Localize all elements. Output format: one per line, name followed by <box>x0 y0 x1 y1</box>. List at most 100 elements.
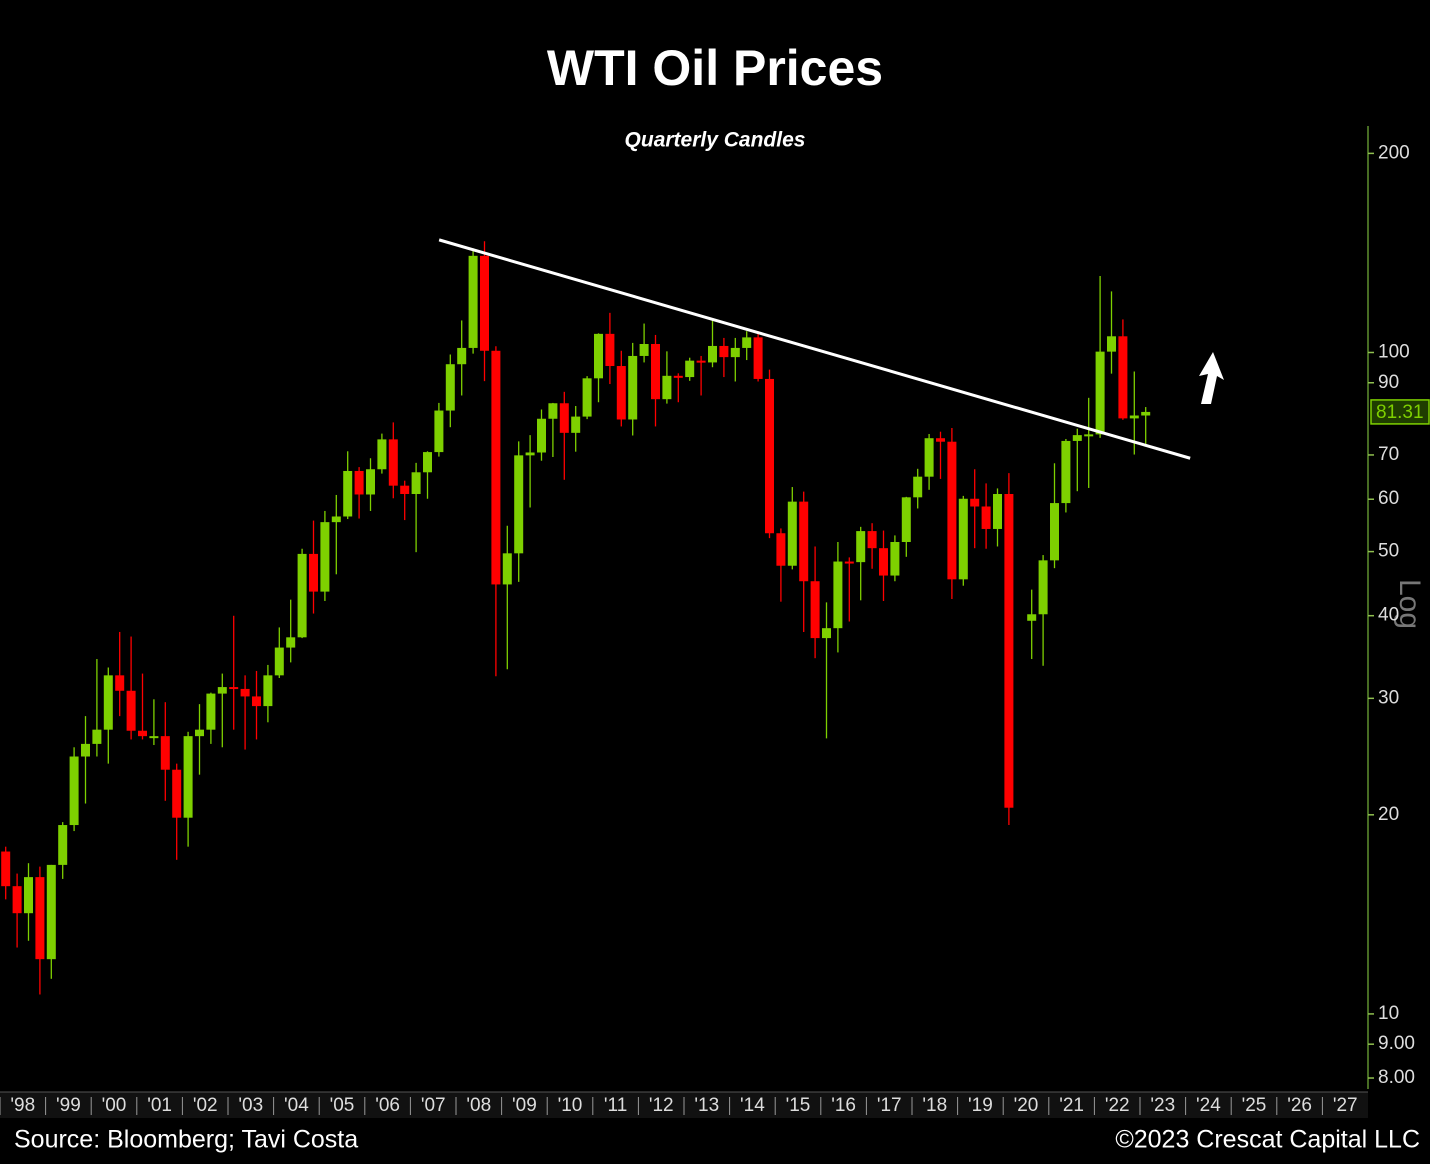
y-tick-label: 200 <box>1378 142 1410 163</box>
candle-body <box>434 410 444 453</box>
candle-body <box>46 864 56 960</box>
x-tick-label: '06 <box>375 1095 400 1116</box>
x-tick-label: '19 <box>968 1095 993 1116</box>
up-arrow <box>1199 352 1224 404</box>
candle-body <box>719 345 729 358</box>
candle-body <box>673 375 683 378</box>
candle-body <box>445 364 455 411</box>
candle-body <box>274 647 284 676</box>
candle-body <box>126 690 136 731</box>
candle-body <box>605 333 615 367</box>
candle-body <box>833 561 843 629</box>
y-tick-label: 10 <box>1378 1003 1399 1024</box>
candle-body <box>1004 494 1014 808</box>
candle-body <box>400 485 410 495</box>
candle-body <box>354 470 364 495</box>
x-tick-label: '01 <box>147 1095 172 1116</box>
candle-body <box>947 441 957 580</box>
candle-body <box>742 337 752 348</box>
candle-body <box>1118 336 1128 419</box>
candle-body <box>217 687 227 694</box>
y-tick-label: 50 <box>1378 541 1399 562</box>
candle-body <box>297 553 307 638</box>
x-tick-label: '15 <box>786 1095 811 1116</box>
y-tick-label: 20 <box>1378 804 1399 825</box>
candle-body <box>1 851 11 887</box>
candle-body <box>1027 614 1037 621</box>
x-tick-label: '08 <box>466 1095 491 1116</box>
copyright-note: ©2023 Crescat Capital LLC <box>1115 1126 1420 1154</box>
candle-body <box>502 553 512 585</box>
candle-body <box>1061 440 1071 504</box>
last-price-box <box>1370 399 1430 425</box>
candle-body <box>103 675 113 730</box>
candle-body <box>377 439 387 470</box>
trendline <box>438 238 1191 460</box>
candle-body <box>1050 503 1059 561</box>
candle-body <box>753 337 763 379</box>
candle-body <box>309 553 318 592</box>
candle-body <box>582 378 592 417</box>
candle-body <box>696 360 706 363</box>
candle-body <box>879 548 888 576</box>
x-tick-label: '10 <box>558 1095 583 1116</box>
candle-body <box>149 736 159 739</box>
x-tick-label: '26 <box>1287 1095 1312 1116</box>
y-tick-label: 9.00 <box>1378 1033 1415 1054</box>
candle-body <box>1072 435 1082 441</box>
x-tick-label: '27 <box>1333 1095 1358 1116</box>
y-tick-label: 90 <box>1378 372 1399 393</box>
scale-label: Log <box>1393 579 1426 629</box>
candle-body <box>491 350 501 585</box>
x-tick-label: '09 <box>512 1095 537 1116</box>
chart-subtitle: Quarterly Candles <box>625 129 806 152</box>
y-tick-label: 30 <box>1378 687 1399 708</box>
candle-body <box>822 628 831 639</box>
x-tick-label: '00 <box>102 1095 127 1116</box>
candle-body <box>206 693 216 730</box>
y-tick-label: 60 <box>1378 488 1399 509</box>
candle-body <box>844 561 854 564</box>
x-tick-label: '16 <box>831 1095 856 1116</box>
candle-body <box>1095 351 1105 435</box>
x-tick-label: '04 <box>284 1095 309 1116</box>
x-tick-label: '14 <box>740 1095 765 1116</box>
candle-body <box>480 255 489 351</box>
chart-title: WTI Oil Prices <box>547 40 883 96</box>
x-tick-label: '20 <box>1014 1095 1039 1116</box>
x-tick-label: '12 <box>649 1095 674 1116</box>
candle-body <box>252 696 261 707</box>
x-tick-label: '05 <box>330 1095 355 1116</box>
y-tick-label: 40 <box>1378 605 1399 626</box>
candle-body <box>1107 336 1116 352</box>
candle-body <box>240 688 250 697</box>
x-tick-label: '11 <box>604 1095 627 1116</box>
candle-body <box>172 769 182 818</box>
x-tick-label: '98 <box>10 1095 35 1116</box>
candle-body <box>867 531 877 549</box>
candle-body <box>160 736 170 770</box>
candle-body <box>1084 434 1094 437</box>
last-price-label: 81.31 <box>1376 402 1424 423</box>
candle-body <box>24 877 33 914</box>
candle-body <box>936 438 945 442</box>
candle-body <box>548 403 558 419</box>
x-tick-label: '07 <box>421 1095 446 1116</box>
candle-body <box>708 345 717 363</box>
candle-body <box>571 416 581 433</box>
candle-body <box>514 455 524 554</box>
y-tick-label: 8.00 <box>1378 1067 1415 1088</box>
candle-body <box>776 533 786 566</box>
candle-body <box>662 375 672 400</box>
x-tick-label: '22 <box>1105 1095 1130 1116</box>
candle-body <box>286 637 296 648</box>
candle-body <box>901 497 911 542</box>
x-tick-label: '24 <box>1196 1095 1221 1116</box>
candle-body <box>1141 411 1151 416</box>
candle-body <box>594 333 603 379</box>
source-note: Source: Bloomberg; Tavi Costa <box>14 1126 358 1154</box>
candle-body <box>525 452 535 456</box>
candle-body <box>183 736 193 818</box>
